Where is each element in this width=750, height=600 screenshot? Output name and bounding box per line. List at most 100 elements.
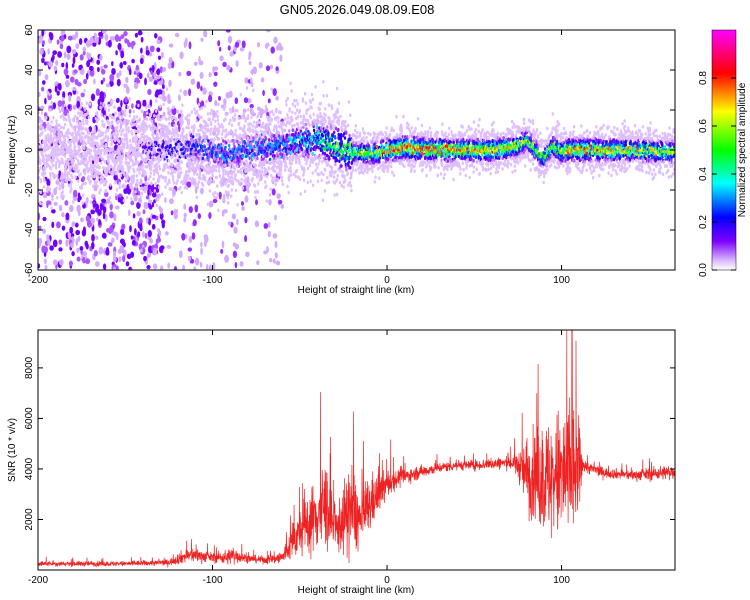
spectrogram-cell: [182, 264, 186, 270]
spectrogram-cell: [55, 186, 58, 190]
spectrogram-cell: [215, 195, 218, 200]
spectrogram-cell: [46, 90, 49, 95]
spectrogram-cell: [105, 170, 108, 174]
spectrogram-cell: [173, 265, 178, 270]
spectrogram-cell: [157, 177, 161, 182]
spectrogram-cell: [66, 158, 69, 162]
spectrogram-cell: [144, 172, 147, 177]
spectrogram-cell: [303, 92, 307, 96]
spectrogram-cell: [135, 115, 139, 119]
spectrogram-cell: [274, 252, 278, 259]
spectrogram-cell: [260, 77, 265, 83]
spectrogram-cell: [63, 154, 67, 158]
spectrogram-cell: [392, 173, 396, 178]
spectrogram-cell: [263, 223, 269, 229]
spectrogram-cell: [166, 244, 172, 249]
spectrogram-cell: [241, 186, 245, 190]
spectrogram-cell: [70, 149, 74, 154]
spectrogram-cell: [307, 154, 310, 159]
spectrogram-cell: [55, 151, 58, 155]
spectrogram-cell: [213, 137, 216, 141]
spectrogram-cell: [231, 176, 234, 180]
spectrogram-cell: [372, 164, 375, 168]
spectrogram-cell: [258, 178, 261, 182]
spectrogram-cell: [322, 94, 325, 98]
spectrogram-cell: [323, 151, 327, 156]
spectrogram-cell: [126, 140, 129, 145]
spectrogram-cell: [271, 176, 275, 180]
spectrogram-cell: [293, 123, 296, 128]
spectrogram-cell: [167, 170, 170, 175]
spectrogram-cell: [49, 245, 54, 251]
spectrogram-cell: [74, 175, 77, 179]
spectrogram-cell: [118, 256, 122, 263]
spectrogram-cell: [153, 114, 156, 118]
spectrogram-cell: [240, 159, 244, 163]
spectrogram-cell: [46, 200, 52, 205]
spectrogram-cell: [41, 40, 46, 45]
spectrogram-cell: [38, 212, 41, 221]
spectrogram-cell: [114, 163, 117, 167]
spectrogram-cell: [254, 220, 260, 228]
spectrogram-cell: [339, 114, 342, 119]
spectrogram-cell: [113, 169, 116, 173]
spectrogram-cell: [86, 60, 91, 68]
spectrogram-cell: [139, 139, 142, 144]
spectrogram-cell: [87, 131, 91, 135]
spectrogram-cell: [76, 247, 80, 254]
spectrogram-cell: [136, 129, 140, 133]
spectrogram-cell: [222, 197, 225, 202]
spectrogram-cell: [219, 55, 224, 62]
spectrogram-cell: [385, 132, 388, 137]
spectrogram-cell: [301, 99, 305, 103]
spectrogram-cell: [101, 198, 107, 203]
spectrogram-cell: [168, 166, 171, 170]
spectrogram-cell: [38, 138, 41, 142]
spectrogram-cell: [66, 53, 71, 60]
spectrogram-cell: [109, 164, 113, 168]
spectrogram-cell: [260, 170, 264, 174]
spectrogram-cell: [343, 136, 347, 140]
spectrogram-cell: [239, 141, 242, 145]
spectrogram-cell: [197, 180, 201, 184]
spectrogram-cell: [209, 111, 212, 116]
spectrogram-cell: [174, 32, 180, 38]
spectrogram-cell: [234, 188, 238, 193]
spectrogram-cell: [273, 164, 276, 168]
spectrogram-cell: [320, 178, 323, 183]
spectrogram-cell: [130, 132, 134, 136]
spectrogram-cell: [206, 180, 209, 185]
spectrogram-cell: [72, 118, 76, 123]
spectrogram-cell: [199, 176, 202, 181]
spectrogram-cell: [85, 39, 91, 48]
spectrogram-cell: [59, 43, 64, 50]
spectrogram-cell: [88, 65, 94, 71]
spectrogram-cell: [268, 198, 272, 206]
spectrogram-cell: [104, 182, 107, 187]
spectrogram-cell: [281, 129, 284, 134]
spectrogram-cell: [298, 160, 301, 164]
spectrogram-cell: [150, 165, 153, 170]
spectrogram-cell: [83, 78, 88, 85]
spectrogram-cell: [155, 75, 161, 80]
spectrogram-cell: [76, 82, 82, 87]
spectrogram-cell: [55, 119, 58, 123]
spectrogram-cell: [85, 101, 89, 105]
spectrogram-cell: [190, 181, 194, 185]
spectrogram-cell: [73, 127, 76, 131]
spectrogram-cell: [205, 135, 209, 139]
spectrogram-cell: [228, 90, 233, 98]
spectrogram-cell: [229, 110, 232, 114]
spectrogram-cell: [99, 179, 103, 183]
spectrogram-cell: [112, 266, 116, 270]
spectrogram-cell: [95, 180, 98, 184]
spectrogram-cell: [200, 241, 203, 248]
spectrogram-cell: [49, 166, 53, 171]
spectrogram-cell: [125, 137, 129, 141]
spectrogram-cell: [216, 184, 219, 188]
spectrogram-cell: [115, 97, 120, 103]
spectrogram-cell: [217, 40, 221, 47]
spectrogram-cell: [196, 133, 199, 137]
spectrogram-cell: [216, 154, 219, 158]
spectrogram-cell: [269, 64, 273, 70]
